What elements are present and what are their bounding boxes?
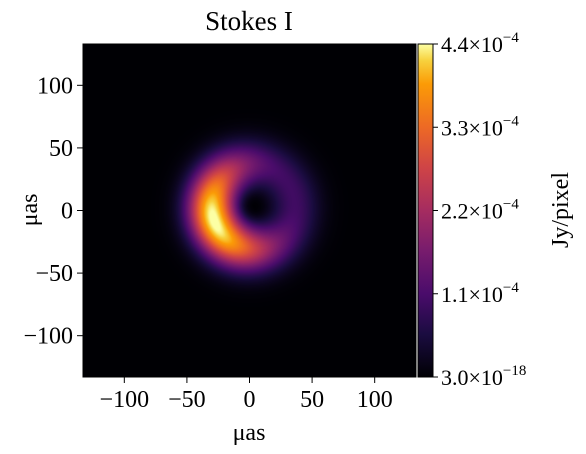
colorbar-tick-label: 4.4×10−4 xyxy=(441,30,519,57)
colorbar xyxy=(417,43,434,378)
y-tick-label: 100 xyxy=(37,73,73,99)
y-tick-label: 0 xyxy=(61,199,73,225)
x-tick-label: −50 xyxy=(168,387,206,413)
y-tick-label: −50 xyxy=(35,261,73,287)
colorbar-tick-label: 3.3×10−4 xyxy=(441,113,519,140)
colorbar-label: Jy/pixel xyxy=(548,172,574,248)
x-tick-label: −100 xyxy=(100,387,150,413)
colorbar-tick-label: 1.1×10−4 xyxy=(441,280,519,307)
chart-title: Stokes I xyxy=(205,6,293,36)
heatmap-image xyxy=(83,44,416,377)
x-tick-label: 0 xyxy=(244,387,256,413)
y-tick-label: −100 xyxy=(23,324,73,350)
x-axis-ticks: −100 −50 0 50 100 xyxy=(100,377,393,413)
y-axis-label: μas xyxy=(17,194,43,227)
colorbar-ticks: 3.0×10−18 1.1×10−4 2.2×10−4 3.3×10−4 4.4×10−… xyxy=(433,30,526,390)
y-axis-ticks: −100 −50 0 50 100 xyxy=(23,73,83,350)
x-axis-label: μas xyxy=(233,420,266,446)
x-tick-label: 50 xyxy=(300,387,324,413)
x-tick-label: 100 xyxy=(357,387,393,413)
colorbar-tick-label: 3.0×10−18 xyxy=(441,363,526,390)
y-tick-label: 50 xyxy=(49,136,73,162)
colorbar-tick-label: 2.2×10−4 xyxy=(441,197,519,224)
